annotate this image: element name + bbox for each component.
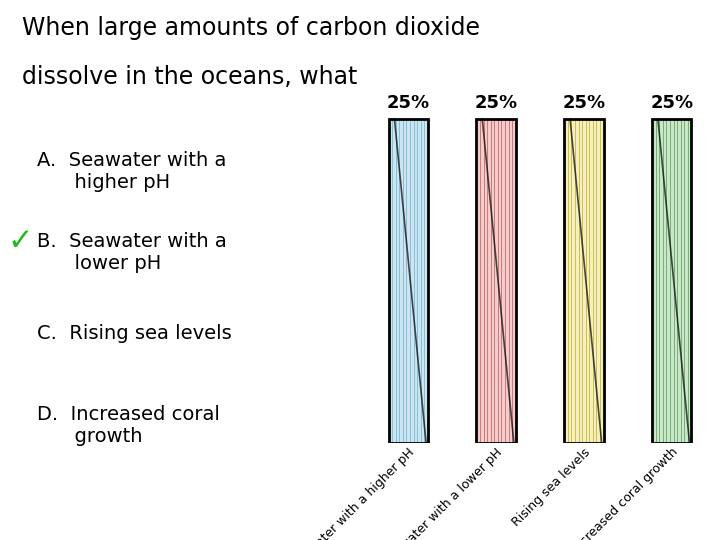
Bar — [389, 119, 428, 443]
Text: When large amounts of carbon dioxide: When large amounts of carbon dioxide — [22, 16, 480, 40]
Text: A.  Seawater with a
      higher pH: A. Seawater with a higher pH — [37, 151, 227, 192]
Bar — [389, 119, 428, 443]
Text: 25%: 25% — [474, 94, 518, 112]
Bar — [477, 119, 516, 443]
Bar — [652, 119, 691, 443]
Text: 25%: 25% — [650, 94, 693, 112]
Bar — [564, 119, 603, 443]
Text: ✓: ✓ — [7, 227, 33, 256]
Text: B.  Seawater with a
      lower pH: B. Seawater with a lower pH — [37, 232, 228, 273]
Bar — [564, 119, 603, 443]
Text: dissolve in the oceans, what is the result?: dissolve in the oceans, what is the resu… — [22, 65, 518, 89]
Text: 25%: 25% — [387, 94, 430, 112]
Text: D.  Increased coral
      growth: D. Increased coral growth — [37, 405, 220, 446]
Bar — [477, 119, 516, 443]
Text: C.  Rising sea levels: C. Rising sea levels — [37, 324, 232, 343]
Bar — [652, 119, 691, 443]
Text: 25%: 25% — [562, 94, 606, 112]
